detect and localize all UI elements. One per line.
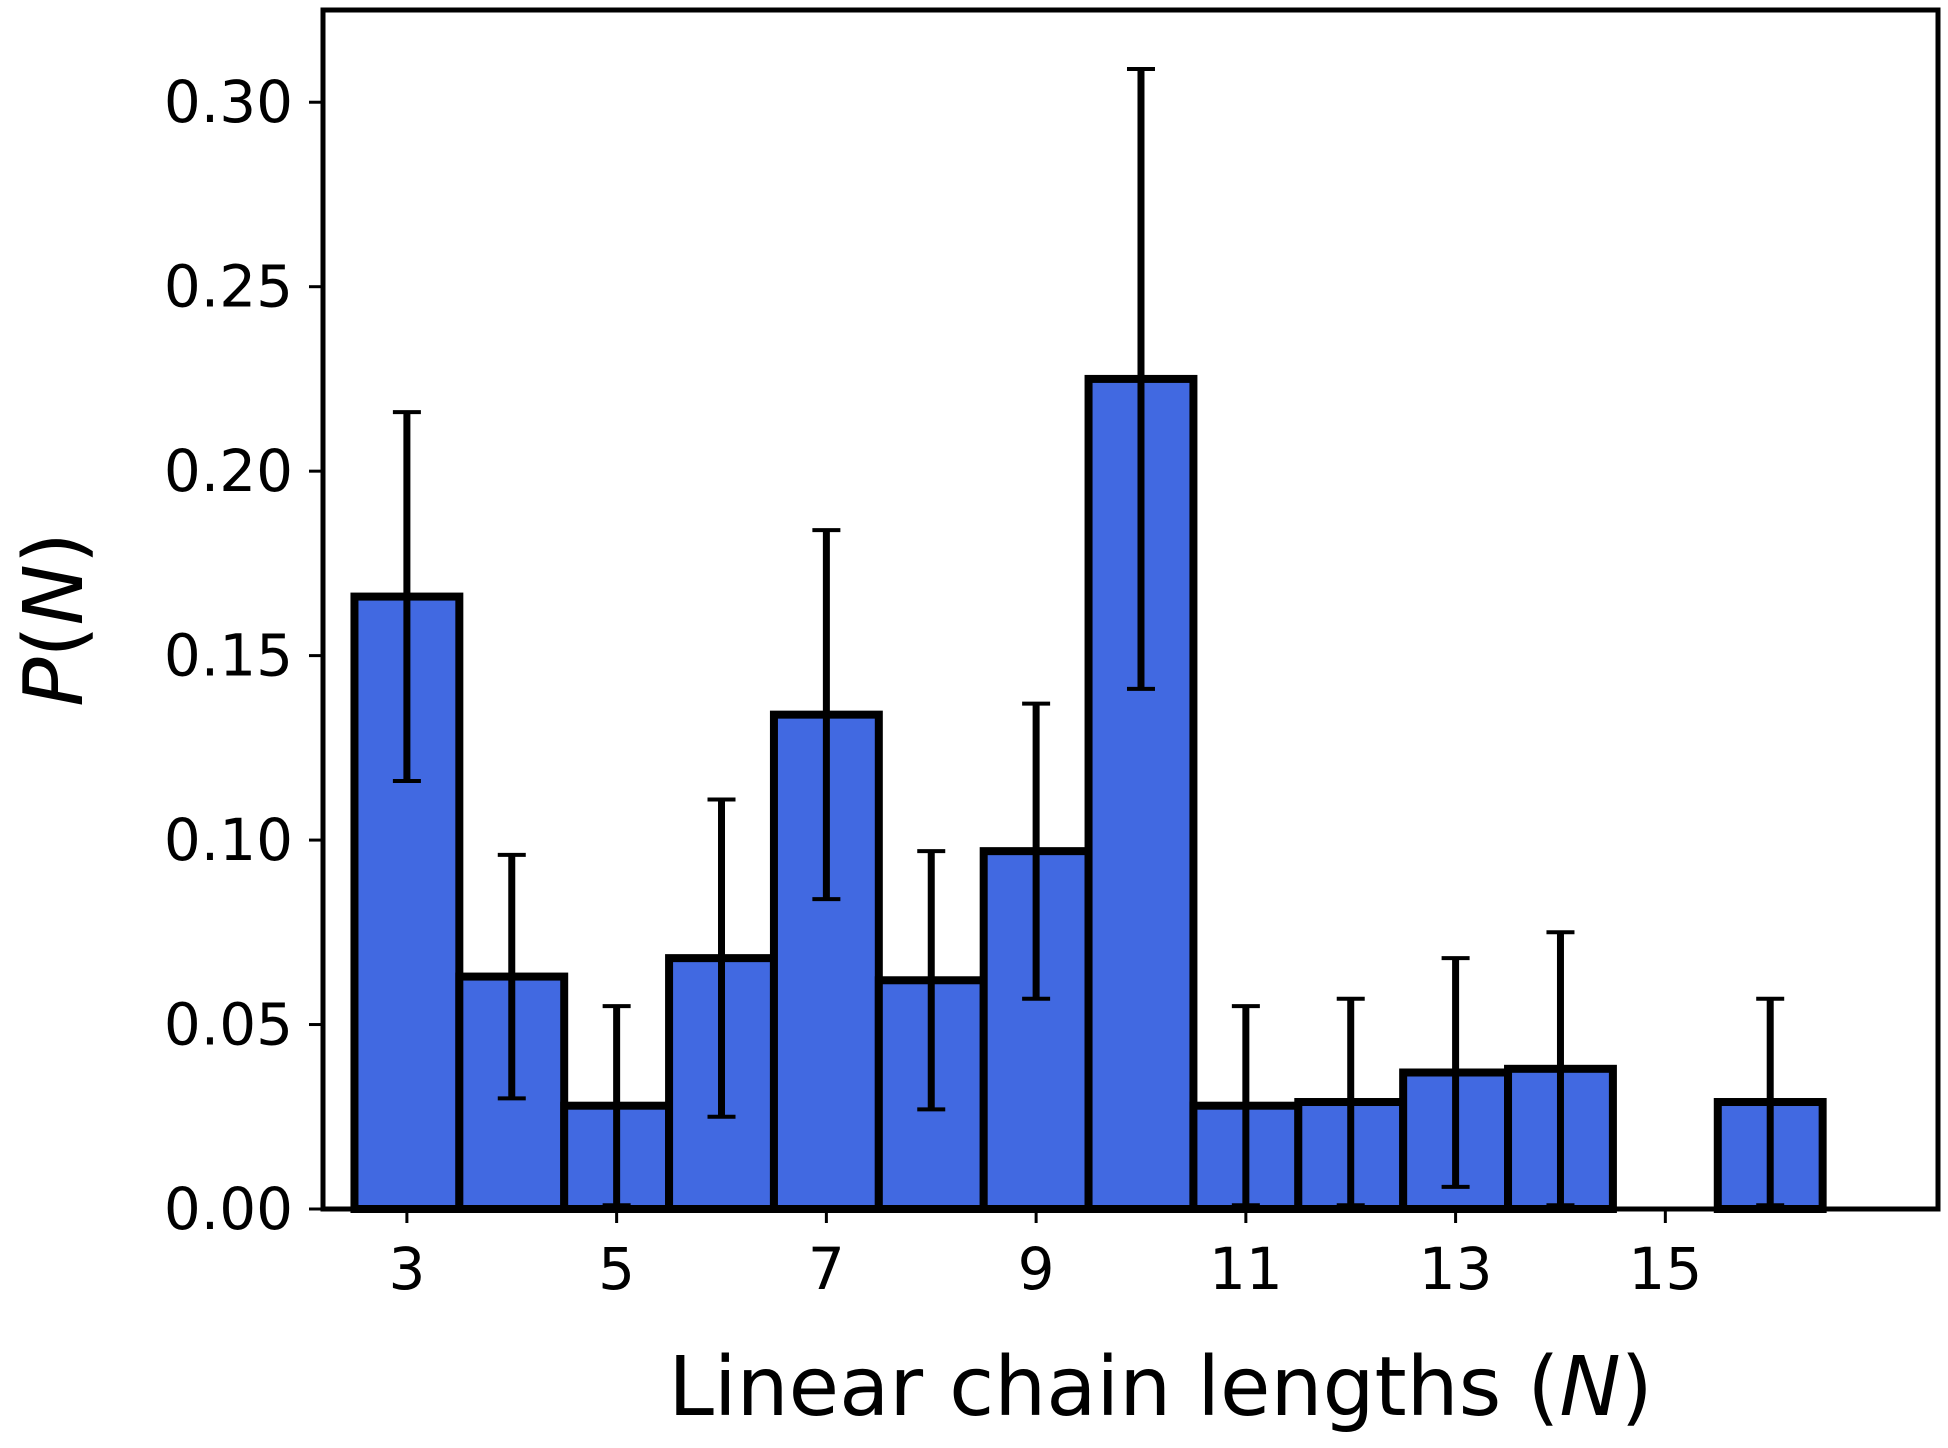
x-tick-label: 15 (1628, 1235, 1702, 1303)
error-bar-10 (1126, 67, 1155, 691)
y-axis-title-variable: N (7, 564, 102, 625)
error-bars-layer (392, 67, 1785, 1211)
y-tick-label: 0.10 (164, 806, 293, 874)
y-tick-label: 0.15 (164, 622, 293, 690)
x-tick-label: 3 (388, 1235, 425, 1303)
error-bar-12 (1336, 996, 1365, 1208)
y-axis-title-function: P (7, 657, 102, 707)
plot-frame (320, 7, 1941, 1212)
x-axis-title: Linear chain lengths (N) (668, 1340, 1653, 1435)
error-bar-13 (1441, 956, 1470, 1189)
error-bar-3 (392, 410, 421, 784)
x-axis-title-variable: N (1559, 1340, 1620, 1435)
error-bar-6 (707, 797, 736, 1119)
y-tick-label: 0.30 (164, 68, 293, 136)
x-tick-label: 5 (598, 1235, 635, 1303)
x-axis-title-prefix: Linear chain lengths ( (668, 1340, 1559, 1435)
error-bar-4 (497, 852, 526, 1101)
error-bar-7 (812, 528, 841, 902)
bars-layer (350, 374, 1827, 1214)
y-axis-title-close: ) (7, 532, 102, 564)
error-bar-16 (1756, 996, 1785, 1208)
x-tick-label: 13 (1419, 1235, 1493, 1303)
x-tick-label: 11 (1209, 1235, 1283, 1303)
error-bar-11 (1231, 1004, 1260, 1208)
axes-layer (309, 7, 1941, 1223)
x-axis-title-suffix: ) (1621, 1340, 1653, 1435)
y-axis-title: P(N) (7, 532, 102, 707)
x-tick-label: 9 (1018, 1235, 1055, 1303)
labels-layer: Linear chain lengths (N) P(N) 3 5 7 9 11 13 15… (7, 68, 1702, 1435)
error-bar-9 (1022, 701, 1051, 1001)
y-tick-label: 0.05 (164, 991, 293, 1059)
x-tick-label: 7 (808, 1235, 845, 1303)
error-bar-5 (602, 1004, 631, 1208)
y-tick-label: 0.20 (164, 437, 293, 505)
error-bar-14 (1546, 930, 1575, 1208)
y-tick-label: 0.00 (164, 1175, 293, 1243)
error-bar-8 (917, 849, 946, 1112)
y-axis-title-open: ( (7, 625, 102, 657)
y-tick-label: 0.25 (164, 253, 293, 321)
